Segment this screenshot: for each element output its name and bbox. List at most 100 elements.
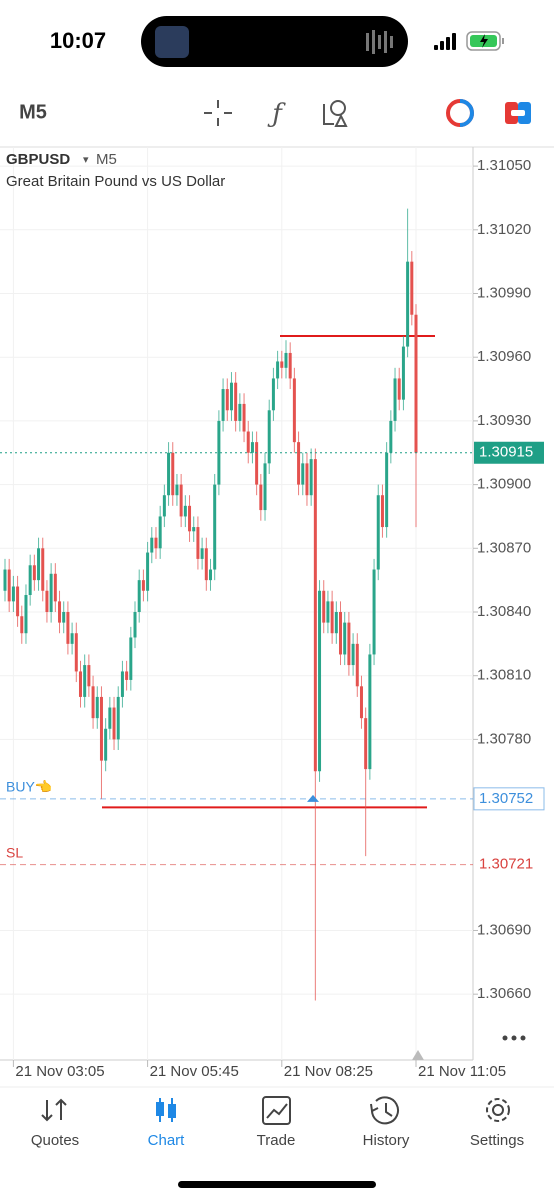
objects-icon[interactable] xyxy=(323,100,348,127)
candle-body xyxy=(146,552,150,591)
candle-body xyxy=(104,728,108,761)
chart-icon xyxy=(156,1098,176,1122)
candle-body xyxy=(250,442,254,453)
candle-body xyxy=(225,389,229,411)
candle-body xyxy=(45,590,49,612)
candle-body xyxy=(112,707,116,740)
candle-body xyxy=(301,463,305,485)
x-tick-label: 21 Nov 08:25 xyxy=(284,1063,373,1080)
candle-body xyxy=(171,452,175,496)
candle-body xyxy=(116,696,120,740)
candle-body xyxy=(175,484,179,496)
crosshair-icon[interactable] xyxy=(204,100,232,126)
candle-body xyxy=(372,569,376,655)
tab-label[interactable]: Quotes xyxy=(31,1132,79,1149)
candle-body xyxy=(167,452,171,496)
candle-body xyxy=(364,718,368,770)
candle-body xyxy=(108,707,112,729)
candle-body xyxy=(213,484,217,570)
chart: 1.31050 1.31020 1.30990 1.30960 1.30930 1.309… xyxy=(0,147,545,1080)
y-tick-label: 1.30870 xyxy=(477,539,531,556)
candle-body xyxy=(263,463,267,511)
candle-body xyxy=(343,622,347,655)
tab-label[interactable]: Chart xyxy=(148,1132,186,1149)
quotes-icon xyxy=(41,1098,67,1122)
candle-body xyxy=(24,595,28,634)
symbol-description: Great Britain Pound vs US Dollar xyxy=(6,173,225,190)
indicators-icon[interactable]: ƒ xyxy=(267,99,286,129)
candle-body xyxy=(355,643,359,687)
candle-body xyxy=(37,548,41,581)
candle-body xyxy=(162,495,166,517)
symbol-dropdown[interactable]: ▾ xyxy=(83,154,89,166)
tab-label[interactable]: Settings xyxy=(470,1132,524,1149)
y-tick-label: 1.30930 xyxy=(477,412,531,429)
home-indicator xyxy=(178,1181,376,1188)
x-tick-label: 21 Nov 03:05 xyxy=(15,1063,104,1080)
candle-body xyxy=(129,637,133,680)
y-tick-label: 1.31020 xyxy=(477,221,531,238)
battery xyxy=(466,31,501,51)
candle-body xyxy=(49,573,53,612)
candle-body xyxy=(410,261,414,315)
candle-body xyxy=(280,361,284,368)
tab-label[interactable]: Trade xyxy=(257,1132,296,1149)
candle-body xyxy=(351,643,355,666)
candle-body xyxy=(406,261,410,347)
candle-body xyxy=(188,505,192,532)
candle-body xyxy=(133,611,137,638)
y-tick-label: 1.30810 xyxy=(477,667,531,684)
candle-body xyxy=(87,665,91,687)
candle-body xyxy=(339,611,343,655)
candle-body xyxy=(255,442,259,485)
tab-label[interactable]: History xyxy=(363,1132,410,1149)
y-tick-label: 1.30900 xyxy=(477,476,531,493)
timeframe-button[interactable]: M5 xyxy=(19,101,47,123)
chart-timeframe: M5 xyxy=(96,151,117,168)
candle-body xyxy=(137,580,141,612)
candle-body xyxy=(120,671,124,697)
audio-wave xyxy=(366,30,393,54)
candle-body xyxy=(99,696,103,761)
candle-body xyxy=(305,463,309,496)
y-tick-label: 1.30690 xyxy=(477,921,531,938)
candle-body xyxy=(125,671,129,680)
candle-body xyxy=(204,548,208,581)
candle-body xyxy=(238,403,242,421)
candle-body xyxy=(313,459,317,772)
order-price-label: 1.30752 xyxy=(479,790,533,807)
symbol[interactable]: GBPUSD xyxy=(6,151,70,168)
candle-body xyxy=(221,389,225,421)
candle-body xyxy=(192,527,196,532)
more-button[interactable] xyxy=(502,1035,526,1041)
tab-bar: Quotes Chart Trade History Settings xyxy=(31,1132,524,1149)
scroll-marker xyxy=(412,1050,424,1060)
candle-body xyxy=(91,686,95,719)
candle-body xyxy=(267,410,271,464)
candle-body xyxy=(246,431,250,453)
candle-body xyxy=(359,686,363,719)
candle-body xyxy=(347,622,351,666)
candle-body xyxy=(326,601,330,623)
y-tick-label: 1.30840 xyxy=(477,603,531,620)
candle-body xyxy=(368,654,372,770)
y-tick-label: 1.31050 xyxy=(477,157,531,174)
candle-body xyxy=(179,484,183,517)
entry-marker xyxy=(307,794,319,802)
candle-body xyxy=(16,586,20,617)
candle-body xyxy=(53,573,57,602)
candle-body xyxy=(183,505,187,517)
order-price-label: 1.30721 xyxy=(479,856,533,873)
candle-body xyxy=(397,378,401,400)
candle-body xyxy=(401,346,405,400)
x-tick-label: 21 Nov 05:45 xyxy=(150,1063,239,1080)
candle-body xyxy=(28,565,32,596)
settings-icon xyxy=(486,1098,510,1122)
tab-icons xyxy=(41,1096,510,1125)
candle-body xyxy=(414,314,418,453)
battery-tip xyxy=(502,38,504,44)
dynamic-island xyxy=(141,16,408,67)
candle-body xyxy=(259,484,263,511)
x-tick-label: 21 Nov 11:05 xyxy=(418,1063,506,1080)
